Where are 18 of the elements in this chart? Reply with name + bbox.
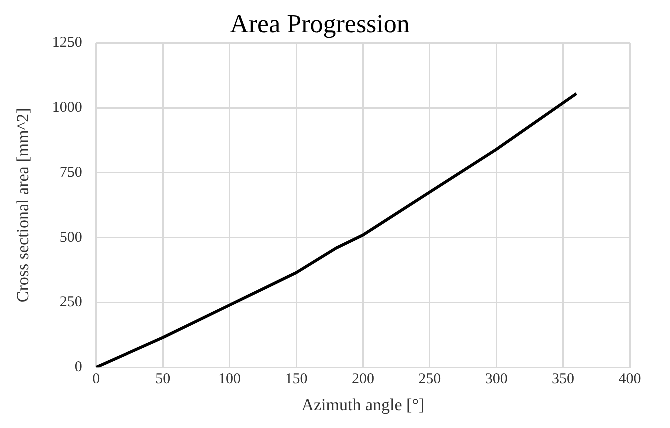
y-tick-label: 750 — [60, 164, 82, 181]
x-tick-label: 350 — [552, 372, 575, 388]
x-tick-label: 100 — [218, 372, 242, 388]
x-tick-label: 200 — [352, 372, 374, 388]
x-tick-label: 250 — [418, 372, 442, 388]
x-tick-label: 0 — [92, 372, 100, 388]
y-tick-label: 250 — [60, 294, 82, 311]
x-tick-label: 400 — [618, 372, 642, 388]
y-axis-title: Cross sectional area [mm^2] — [14, 108, 33, 303]
y-tick-label: 1000 — [52, 100, 82, 116]
x-tick-label: 50 — [156, 372, 171, 388]
x-axis-title: Azimuth angle [°] — [302, 395, 425, 414]
chart-title: Area Progression — [230, 9, 410, 38]
x-tick-label: 150 — [285, 372, 308, 388]
y-tick-label: 1250 — [52, 35, 82, 52]
y-tick-label: 500 — [60, 230, 82, 246]
x-tick-label: 300 — [485, 372, 508, 388]
y-tick-label: 0 — [74, 360, 82, 376]
